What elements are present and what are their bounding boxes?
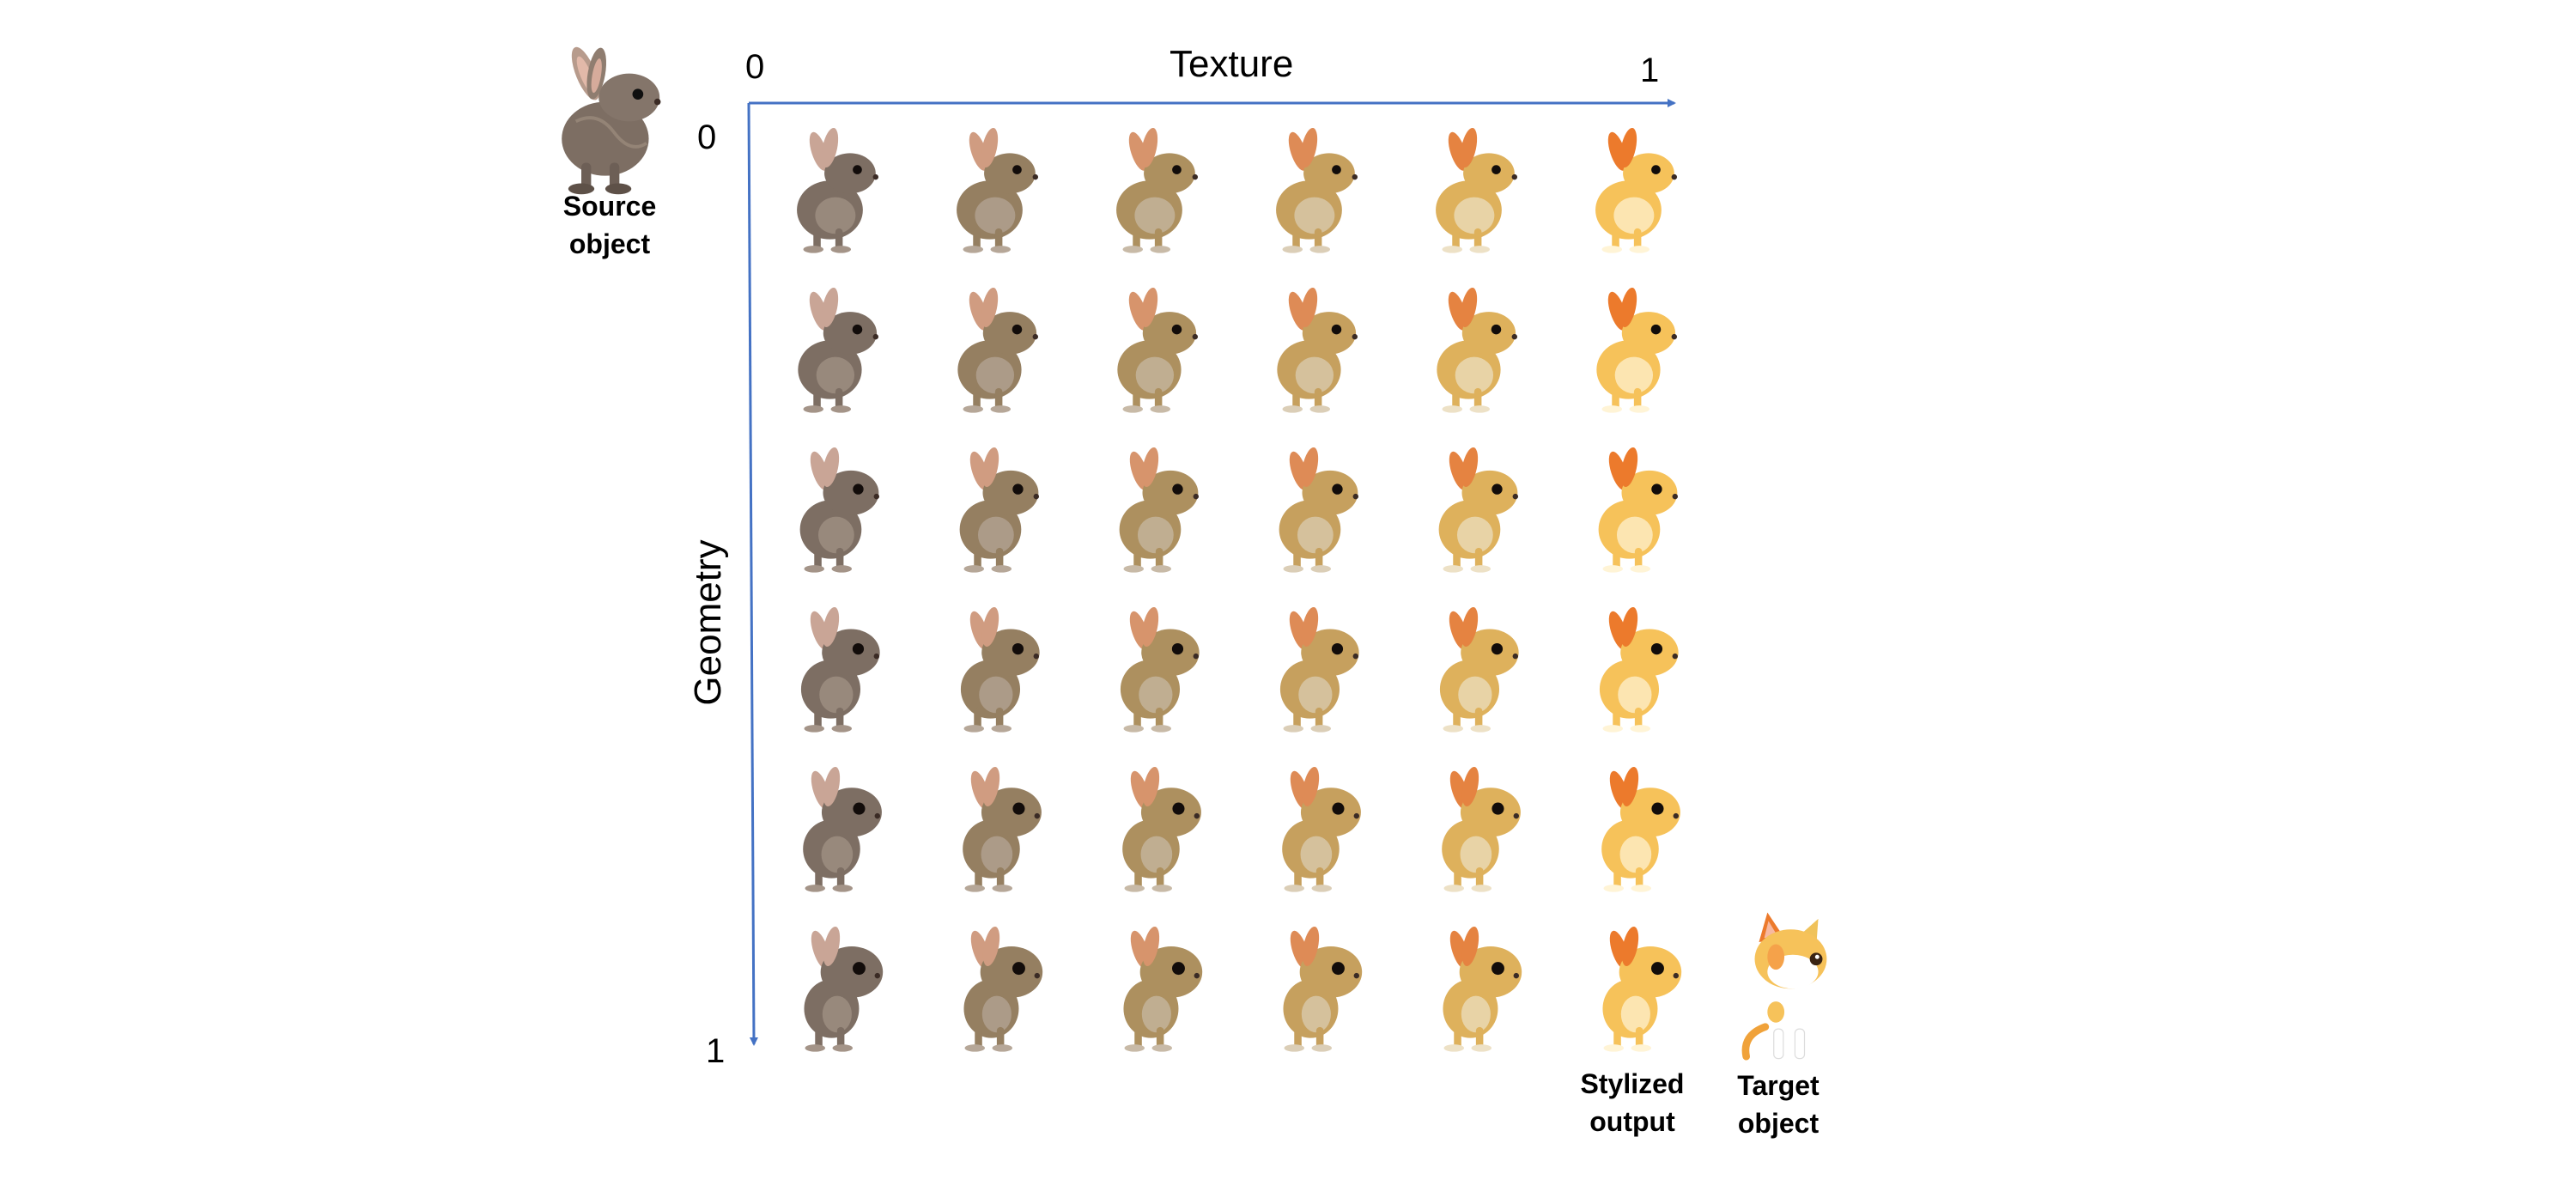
grid-bunny-r1-c3 <box>1116 127 1198 253</box>
grid-bunny-r2-c3 <box>1117 287 1199 413</box>
geometry-axis-line <box>747 102 758 1046</box>
grid-bunny-r2-c5 <box>1437 287 1518 413</box>
grid-bunny-r5-c4 <box>1281 766 1361 892</box>
grid-bunny-r6-c2 <box>963 926 1043 1052</box>
grid-bunny-r5-c3 <box>1121 766 1201 892</box>
source-caption-line1: Source <box>562 191 657 222</box>
grid-bunny-r4-c5 <box>1440 606 1519 733</box>
grid-bunny-r4-c3 <box>1121 606 1200 733</box>
grid-bunny-r2-c2 <box>957 287 1039 413</box>
geometry-axis-start-label: 0 <box>697 119 717 156</box>
geometry-axis-end-label: 1 <box>706 1032 726 1070</box>
target-object-image <box>1741 912 1827 1061</box>
grid-bunny-r5-c2 <box>962 766 1042 892</box>
grid-bunny-r3-c5 <box>1438 447 1518 573</box>
grid-bunny-r4-c1 <box>801 606 880 733</box>
grid-bunny-r1-c2 <box>957 127 1038 253</box>
stylized-output-caption: Stylized output <box>1529 1065 1735 1140</box>
grid-bunny-r3-c4 <box>1279 447 1358 573</box>
texture-axis-title: Texture <box>1170 43 1294 85</box>
grid-bunny-r1-c6 <box>1595 127 1677 253</box>
grid-bunny-r3-c6 <box>1598 447 1678 573</box>
grid-bunny-r4-c6 <box>1600 606 1679 733</box>
source-caption-line2: object <box>568 228 651 259</box>
grid-bunny-r6-c6 <box>1602 926 1682 1052</box>
texture-axis-end-label: 1 <box>1640 52 1660 89</box>
source-object-caption: Source object <box>507 187 713 263</box>
grid-bunny-r2-c6 <box>1596 287 1678 413</box>
grid-bunny-r1-c5 <box>1436 127 1517 253</box>
grid-bunny-r4-c2 <box>961 606 1040 733</box>
grid-bunny-r3-c3 <box>1119 447 1199 573</box>
grid-bunny-r5-c6 <box>1601 766 1680 892</box>
texture-axis-start-label: 0 <box>745 48 765 86</box>
grid-bunny-r1-c4 <box>1276 127 1358 253</box>
grid-bunny-r1-c1 <box>797 127 878 253</box>
stylized-caption-line2: output <box>1589 1106 1675 1137</box>
grid-bunny-r5-c1 <box>802 766 882 892</box>
grid-bunny-r3-c2 <box>959 447 1039 573</box>
grid-bunny-r4-c4 <box>1280 606 1359 733</box>
grid-bunny-r6-c5 <box>1443 926 1522 1052</box>
grid-bunny-r6-c1 <box>804 926 884 1052</box>
grid-bunny-r3-c1 <box>799 447 879 573</box>
target-object-caption: Target object <box>1675 1067 1881 1142</box>
source-object-image <box>562 46 661 195</box>
stylized-caption-line1: Stylized <box>1580 1068 1685 1099</box>
grid-bunny-r5-c5 <box>1441 766 1521 892</box>
grid-bunny-r6-c4 <box>1283 926 1363 1052</box>
target-caption-line1: Target <box>1737 1070 1820 1101</box>
grid-bunny-r6-c3 <box>1123 926 1203 1052</box>
target-caption-line2: object <box>1737 1108 1820 1139</box>
grid-bunny-r2-c1 <box>798 287 879 413</box>
geometry-axis-title: Geometry <box>687 539 729 706</box>
grid-bunny-r2-c4 <box>1277 287 1358 413</box>
